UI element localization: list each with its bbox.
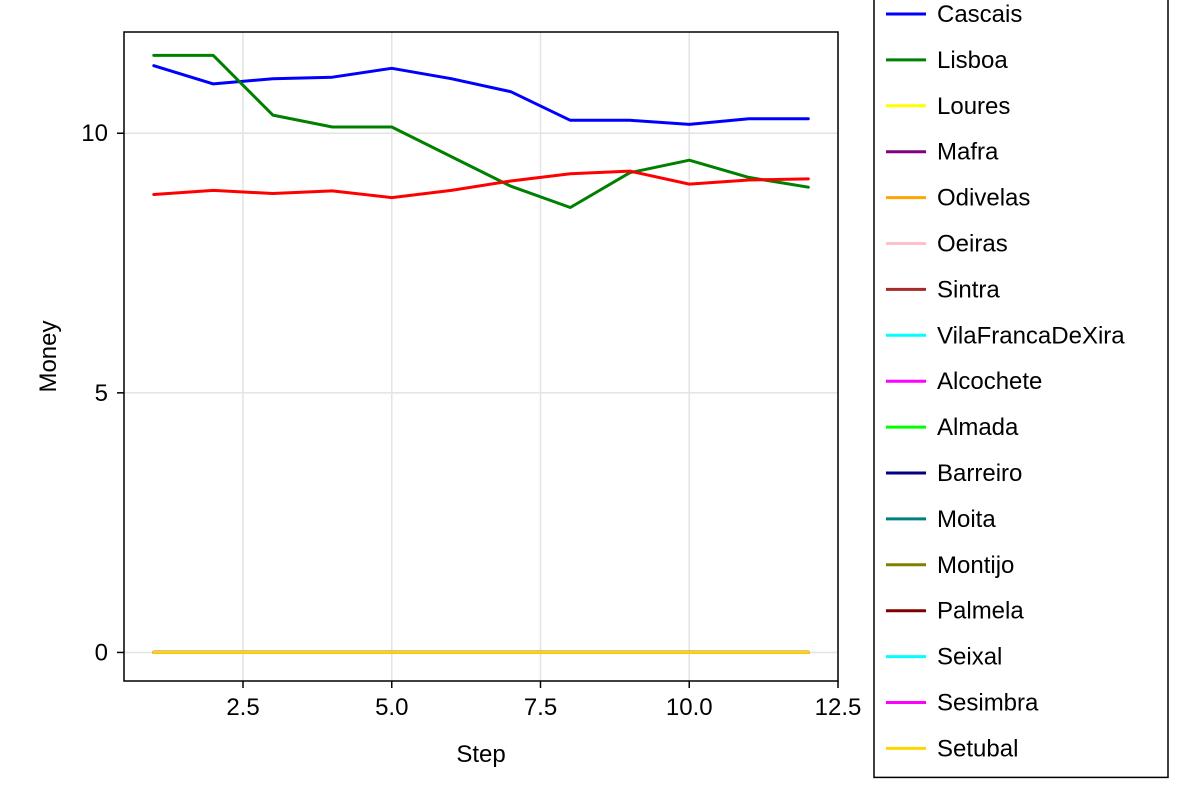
plot-frame [123,31,839,682]
legend-item-setubal: Setubal [886,735,1018,762]
legend-label: Sintra [937,276,1000,303]
y-axis-label: Money [35,320,62,392]
legend-item-alcochete: Alcochete [886,368,1042,395]
legend-item-barreiro: Barreiro [886,460,1022,487]
legend-item-seixal: Seixal [886,644,1002,671]
legend-label: Oeiras [937,231,1008,258]
y-tick-label: 0 [95,639,108,666]
x-tick-label: 10.0 [666,694,713,721]
legend-item-lisboa: Lisboa [886,47,1008,74]
legend-item-vilafrancadexira: VilaFrancaDeXira [886,322,1125,349]
legend-item-sesimbra: Sesimbra [886,690,1039,717]
legend-item-palmela: Palmela [886,598,1024,625]
legend-item-moita: Moita [886,506,996,533]
legend-label: Seixal [937,644,1002,671]
legend-label: Lisboa [937,47,1008,74]
legend-label: Loures [937,93,1010,120]
legend-label: Sesimbra [937,690,1039,717]
legend-item-montijo: Montijo [886,552,1014,579]
legend-label: Montijo [937,552,1014,579]
x-axis-ticks: 2.5 5.0 7.5 10.0 12.5 [226,681,861,721]
x-tick-label: 12.5 [815,694,862,721]
legend: Cascais Lisboa Loures Mafra Odivelas Oeiras Si… [873,0,1169,779]
y-tick-label: 10 [81,120,108,147]
legend-label: Barreiro [937,460,1022,487]
legend-label: Cascais [937,1,1022,28]
grid-lines [124,32,839,681]
y-tick-label: 5 [95,380,108,407]
series-line-cascais [152,64,810,126]
legend-item-mafra: Mafra [886,139,999,166]
legend-box [873,0,1169,779]
x-tick-label: 5.0 [375,694,408,721]
legend-label: Almada [937,414,1019,441]
x-axis-label: Step [456,741,505,768]
legend-label: Alcochete [937,368,1042,395]
x-tick-label: 2.5 [226,694,259,721]
legend-item-sintra: Sintra [886,276,1000,303]
legend-label: VilaFrancaDeXira [937,322,1125,349]
legend-label: Moita [937,506,996,533]
legend-item-odivelas: Odivelas [886,185,1030,212]
legend-label: Mafra [937,139,999,166]
legend-item-oeiras: Oeiras [886,231,1008,258]
legend-label: Setubal [937,735,1018,762]
series-line-lisboa [152,53,810,209]
legend-label: Odivelas [937,185,1030,212]
series-lines [152,53,810,654]
legend-label: Palmela [937,598,1024,625]
legend-item-cascais: Cascais [886,1,1022,28]
x-tick-label: 7.5 [524,694,557,721]
series-line-unlabeled-17 [152,169,810,200]
legend-item-loures: Loures [886,93,1010,120]
legend-item-almada: Almada [886,414,1019,441]
y-axis-ticks: 0 5 10 [81,120,124,666]
